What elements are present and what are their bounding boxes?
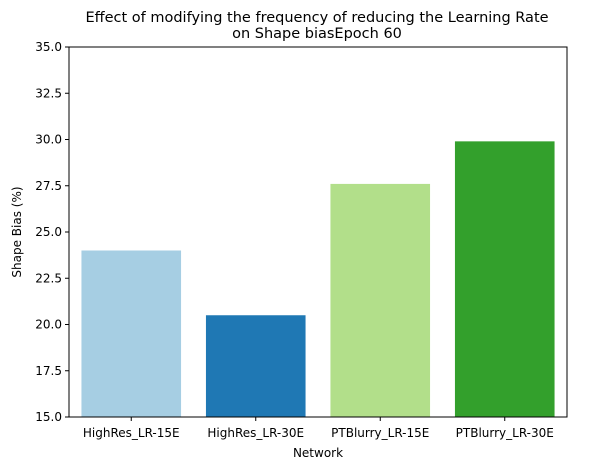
- bar-HighRes_LR-30E: [205, 315, 306, 417]
- x-axis-label: Network: [293, 446, 343, 460]
- y-tick-label: 30.0: [35, 133, 62, 147]
- x-tick-label: HighRes_LR-30E: [207, 426, 304, 440]
- bar-HighRes_LR-15E: [81, 250, 182, 417]
- y-axis-label: Shape Bias (%): [10, 186, 24, 277]
- y-tick-label: 27.5: [35, 179, 62, 193]
- y-tick-label: 22.5: [35, 271, 62, 285]
- y-tick-label: 17.5: [35, 364, 62, 378]
- y-tick-label: 20.0: [35, 318, 62, 332]
- bar-PTBlurry_LR-15E: [330, 183, 431, 417]
- y-tick-label: 15.0: [35, 410, 62, 424]
- y-tick-label: 25.0: [35, 225, 62, 239]
- y-tick-label: 35.0: [35, 40, 62, 54]
- x-axis: HighRes_LR-15E HighRes_LR-30E PTBlurry_LR-…: [83, 417, 554, 440]
- y-axis: 15.0 17.5 20.0 22.5 25.0 27.5 30.0 32.5 35.0: [35, 40, 69, 424]
- bars-group: [81, 141, 555, 417]
- chart-title-line-1: Effect of modifying the frequency of red…: [85, 10, 548, 26]
- x-tick-label: PTBlurry_LR-30E: [456, 426, 554, 440]
- y-tick-label: 32.5: [35, 86, 62, 100]
- chart-title-line-2: on Shape biasEpoch 60: [232, 26, 402, 42]
- bar-PTBlurry_LR-30E: [454, 141, 555, 417]
- plot-frame: [68, 46, 568, 418]
- x-tick-label: PTBlurry_LR-15E: [331, 426, 429, 440]
- x-tick-label: HighRes_LR-15E: [83, 426, 180, 440]
